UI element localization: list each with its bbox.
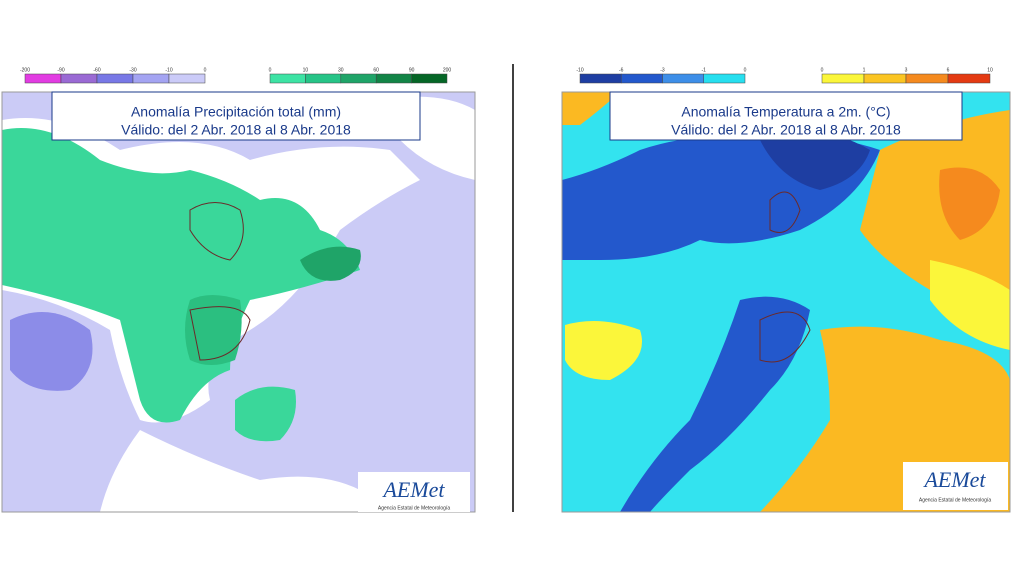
- legend-swatch: [821, 73, 865, 84]
- legend-tick: 30: [338, 67, 344, 73]
- legend-tick: 3: [905, 67, 908, 73]
- legend-tick: 10: [987, 67, 993, 73]
- map-title: Anomalía Precipitación total (mm): [131, 104, 341, 120]
- legend-tick: -6: [619, 67, 624, 73]
- legend-swatch: [24, 73, 62, 84]
- logo-box: [358, 472, 470, 512]
- legend-swatch: [703, 73, 746, 84]
- legend-swatch: [168, 73, 206, 84]
- legend-tick: -200: [20, 67, 30, 73]
- legend-tick: -30: [129, 67, 136, 73]
- map-title: Anomalía Temperatura a 2m. (°C): [681, 104, 890, 120]
- legend-swatch: [96, 73, 134, 84]
- legend-swatch: [411, 73, 448, 84]
- logo-subtitle: Agencia Estatal de Meteorología: [378, 505, 450, 511]
- logo-box: [903, 462, 1008, 510]
- legend-tick: 200: [443, 67, 452, 73]
- legend-tick: 10: [303, 67, 309, 73]
- temperature-map: [562, 92, 1010, 512]
- legend-swatch: [375, 73, 412, 84]
- logo: AEMet: [922, 467, 986, 492]
- title-box: [51, 91, 421, 141]
- legend-tick: 6: [947, 67, 950, 73]
- legend-swatch: [340, 73, 377, 84]
- legend-swatch: [905, 73, 949, 84]
- legend-tick: -10: [576, 67, 583, 73]
- legend-swatch: [621, 73, 663, 84]
- map-title: Válido: del 2 Abr. 2018 al 8 Abr. 2018: [671, 122, 901, 138]
- legend-tick: -1: [702, 67, 707, 73]
- legend-tick: 90: [409, 67, 415, 73]
- legend-swatch: [863, 73, 907, 84]
- legend-tick: 0: [744, 67, 747, 73]
- legend-swatch: [662, 73, 704, 84]
- legend-tick: 60: [373, 67, 379, 73]
- legend-swatch: [60, 73, 98, 84]
- legend-swatch: [269, 73, 306, 84]
- legend-swatch: [132, 73, 170, 84]
- legend-tick: 0: [821, 67, 824, 73]
- legend-tick: -90: [57, 67, 64, 73]
- legend-tick: 0: [204, 67, 207, 73]
- legend-tick: 1: [863, 67, 866, 73]
- legend-swatch: [579, 73, 622, 84]
- logo: AEMet: [381, 477, 445, 502]
- title-box: [609, 91, 963, 141]
- logo-subtitle: Agencia Estatal de Meteorología: [919, 497, 991, 503]
- legend-swatch: [947, 73, 991, 84]
- legend-tick: -10: [165, 67, 172, 73]
- map-title: Válido: del 2 Abr. 2018 al 8 Abr. 2018: [121, 122, 351, 138]
- legend-tick: -60: [93, 67, 100, 73]
- legend-swatch: [305, 73, 342, 84]
- legend-tick: -3: [660, 67, 665, 73]
- legend-tick: 0: [269, 67, 272, 73]
- precipitation-map: [2, 92, 475, 512]
